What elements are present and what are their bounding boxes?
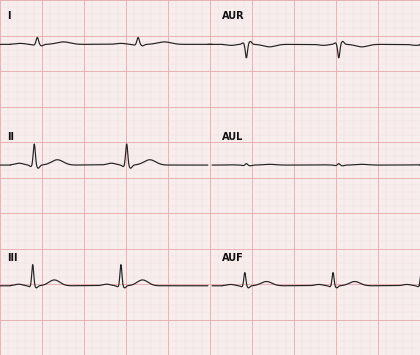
Text: I: I bbox=[8, 11, 11, 21]
Text: III: III bbox=[8, 253, 18, 263]
Text: AUL: AUL bbox=[222, 132, 243, 142]
Text: AUF: AUF bbox=[222, 253, 244, 263]
Text: II: II bbox=[8, 132, 15, 142]
Text: AUR: AUR bbox=[222, 11, 244, 21]
